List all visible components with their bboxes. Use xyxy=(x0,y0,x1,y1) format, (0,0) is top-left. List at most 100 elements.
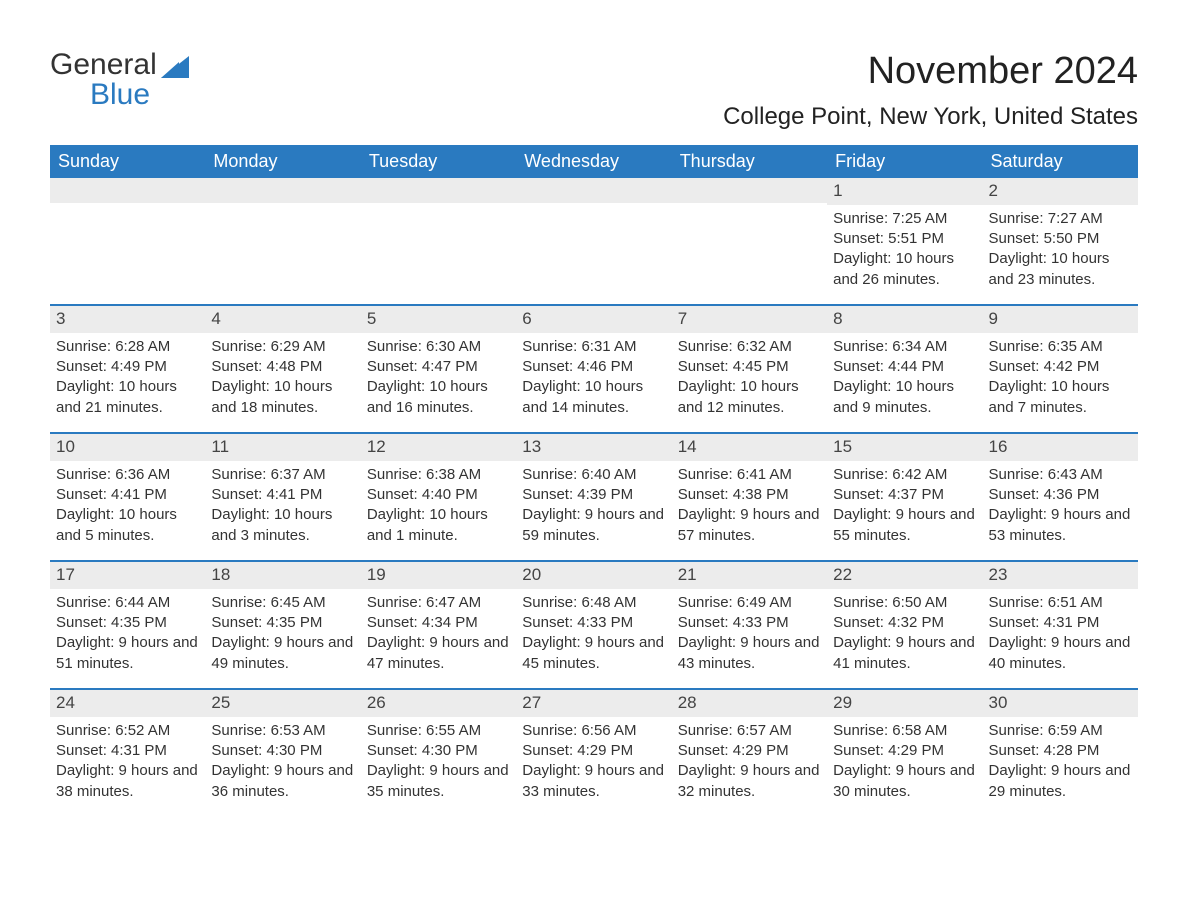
day-number: 12 xyxy=(361,434,516,461)
title-block: November 2024 College Point, New York, U… xyxy=(723,50,1138,131)
sunrise-line: Sunrise: 6:48 AM xyxy=(522,593,665,613)
day-body: Sunrise: 6:53 AMSunset: 4:30 PMDaylight:… xyxy=(205,717,360,806)
week-row: 17Sunrise: 6:44 AMSunset: 4:35 PMDayligh… xyxy=(50,560,1138,680)
day-body: Sunrise: 6:40 AMSunset: 4:39 PMDaylight:… xyxy=(516,461,671,550)
sunrise-line: Sunrise: 6:41 AM xyxy=(678,465,821,485)
day-number: 29 xyxy=(827,690,982,717)
day-body: Sunrise: 6:37 AMSunset: 4:41 PMDaylight:… xyxy=(205,461,360,550)
day-cell: 12Sunrise: 6:38 AMSunset: 4:40 PMDayligh… xyxy=(361,434,516,552)
daylight-line: Daylight: 9 hours and 57 minutes. xyxy=(678,505,821,546)
sunset-line: Sunset: 4:35 PM xyxy=(56,613,199,633)
day-number: 4 xyxy=(205,306,360,333)
day-body: Sunrise: 6:48 AMSunset: 4:33 PMDaylight:… xyxy=(516,589,671,678)
day-cell xyxy=(361,178,516,296)
day-number: 19 xyxy=(361,562,516,589)
day-cell: 17Sunrise: 6:44 AMSunset: 4:35 PMDayligh… xyxy=(50,562,205,680)
day-number: 10 xyxy=(50,434,205,461)
dow-tuesday: Tuesday xyxy=(361,145,516,178)
day-number: 9 xyxy=(983,306,1138,333)
day-number: 2 xyxy=(983,178,1138,205)
day-number: 15 xyxy=(827,434,982,461)
sunset-line: Sunset: 4:37 PM xyxy=(833,485,976,505)
dow-wednesday: Wednesday xyxy=(516,145,671,178)
day-number: 25 xyxy=(205,690,360,717)
brand-word-1: General xyxy=(50,48,157,81)
day-number: 16 xyxy=(983,434,1138,461)
day-body: Sunrise: 6:36 AMSunset: 4:41 PMDaylight:… xyxy=(50,461,205,550)
daylight-line: Daylight: 9 hours and 35 minutes. xyxy=(367,761,510,802)
day-cell: 4Sunrise: 6:29 AMSunset: 4:48 PMDaylight… xyxy=(205,306,360,424)
day-cell: 28Sunrise: 6:57 AMSunset: 4:29 PMDayligh… xyxy=(672,690,827,808)
sunset-line: Sunset: 4:44 PM xyxy=(833,357,976,377)
day-number: 6 xyxy=(516,306,671,333)
day-number: 7 xyxy=(672,306,827,333)
daylight-line: Daylight: 9 hours and 41 minutes. xyxy=(833,633,976,674)
daylight-line: Daylight: 10 hours and 16 minutes. xyxy=(367,377,510,418)
daylight-line: Daylight: 10 hours and 12 minutes. xyxy=(678,377,821,418)
day-of-week-header: Sunday Monday Tuesday Wednesday Thursday… xyxy=(50,145,1138,178)
day-cell xyxy=(672,178,827,296)
day-number: 5 xyxy=(361,306,516,333)
daylight-line: Daylight: 9 hours and 32 minutes. xyxy=(678,761,821,802)
day-body: Sunrise: 6:52 AMSunset: 4:31 PMDaylight:… xyxy=(50,717,205,806)
day-cell: 23Sunrise: 6:51 AMSunset: 4:31 PMDayligh… xyxy=(983,562,1138,680)
sunrise-line: Sunrise: 6:32 AM xyxy=(678,337,821,357)
day-cell xyxy=(50,178,205,296)
sunrise-line: Sunrise: 6:49 AM xyxy=(678,593,821,613)
daylight-line: Daylight: 9 hours and 47 minutes. xyxy=(367,633,510,674)
day-number: 8 xyxy=(827,306,982,333)
sunrise-line: Sunrise: 6:42 AM xyxy=(833,465,976,485)
dow-sunday: Sunday xyxy=(50,145,205,178)
day-body: Sunrise: 6:55 AMSunset: 4:30 PMDaylight:… xyxy=(361,717,516,806)
day-body: Sunrise: 6:43 AMSunset: 4:36 PMDaylight:… xyxy=(983,461,1138,550)
daylight-line: Daylight: 9 hours and 59 minutes. xyxy=(522,505,665,546)
day-body: Sunrise: 6:42 AMSunset: 4:37 PMDaylight:… xyxy=(827,461,982,550)
day-number: 17 xyxy=(50,562,205,589)
day-number: 18 xyxy=(205,562,360,589)
day-cell: 18Sunrise: 6:45 AMSunset: 4:35 PMDayligh… xyxy=(205,562,360,680)
day-number: 28 xyxy=(672,690,827,717)
daylight-line: Daylight: 9 hours and 33 minutes. xyxy=(522,761,665,802)
day-cell: 9Sunrise: 6:35 AMSunset: 4:42 PMDaylight… xyxy=(983,306,1138,424)
day-cell: 8Sunrise: 6:34 AMSunset: 4:44 PMDaylight… xyxy=(827,306,982,424)
dow-saturday: Saturday xyxy=(983,145,1138,178)
daylight-line: Daylight: 9 hours and 51 minutes. xyxy=(56,633,199,674)
sunset-line: Sunset: 4:41 PM xyxy=(211,485,354,505)
daylight-line: Daylight: 9 hours and 40 minutes. xyxy=(989,633,1132,674)
day-cell: 2Sunrise: 7:27 AMSunset: 5:50 PMDaylight… xyxy=(983,178,1138,296)
dow-thursday: Thursday xyxy=(672,145,827,178)
day-cell: 13Sunrise: 6:40 AMSunset: 4:39 PMDayligh… xyxy=(516,434,671,552)
day-cell: 27Sunrise: 6:56 AMSunset: 4:29 PMDayligh… xyxy=(516,690,671,808)
day-cell: 30Sunrise: 6:59 AMSunset: 4:28 PMDayligh… xyxy=(983,690,1138,808)
day-cell xyxy=(516,178,671,296)
daylight-line: Daylight: 9 hours and 38 minutes. xyxy=(56,761,199,802)
day-cell: 11Sunrise: 6:37 AMSunset: 4:41 PMDayligh… xyxy=(205,434,360,552)
daylight-line: Daylight: 9 hours and 29 minutes. xyxy=(989,761,1132,802)
daylight-line: Daylight: 10 hours and 23 minutes. xyxy=(989,249,1132,290)
day-number xyxy=(361,178,516,203)
day-body: Sunrise: 6:47 AMSunset: 4:34 PMDaylight:… xyxy=(361,589,516,678)
day-cell: 25Sunrise: 6:53 AMSunset: 4:30 PMDayligh… xyxy=(205,690,360,808)
day-cell: 20Sunrise: 6:48 AMSunset: 4:33 PMDayligh… xyxy=(516,562,671,680)
location: College Point, New York, United States xyxy=(723,103,1138,131)
sunrise-line: Sunrise: 6:28 AM xyxy=(56,337,199,357)
day-number: 30 xyxy=(983,690,1138,717)
sunrise-line: Sunrise: 6:29 AM xyxy=(211,337,354,357)
day-number: 11 xyxy=(205,434,360,461)
day-cell: 15Sunrise: 6:42 AMSunset: 4:37 PMDayligh… xyxy=(827,434,982,552)
day-number: 1 xyxy=(827,178,982,205)
day-body: Sunrise: 6:44 AMSunset: 4:35 PMDaylight:… xyxy=(50,589,205,678)
sunset-line: Sunset: 4:30 PM xyxy=(367,741,510,761)
day-cell: 21Sunrise: 6:49 AMSunset: 4:33 PMDayligh… xyxy=(672,562,827,680)
day-cell: 26Sunrise: 6:55 AMSunset: 4:30 PMDayligh… xyxy=(361,690,516,808)
sunrise-line: Sunrise: 6:51 AM xyxy=(989,593,1132,613)
daylight-line: Daylight: 10 hours and 21 minutes. xyxy=(56,377,199,418)
day-number xyxy=(516,178,671,203)
daylight-line: Daylight: 10 hours and 3 minutes. xyxy=(211,505,354,546)
day-cell: 16Sunrise: 6:43 AMSunset: 4:36 PMDayligh… xyxy=(983,434,1138,552)
daylight-line: Daylight: 9 hours and 30 minutes. xyxy=(833,761,976,802)
weeks-container: 1Sunrise: 7:25 AMSunset: 5:51 PMDaylight… xyxy=(50,178,1138,808)
day-number: 13 xyxy=(516,434,671,461)
day-cell: 5Sunrise: 6:30 AMSunset: 4:47 PMDaylight… xyxy=(361,306,516,424)
daylight-line: Daylight: 9 hours and 45 minutes. xyxy=(522,633,665,674)
